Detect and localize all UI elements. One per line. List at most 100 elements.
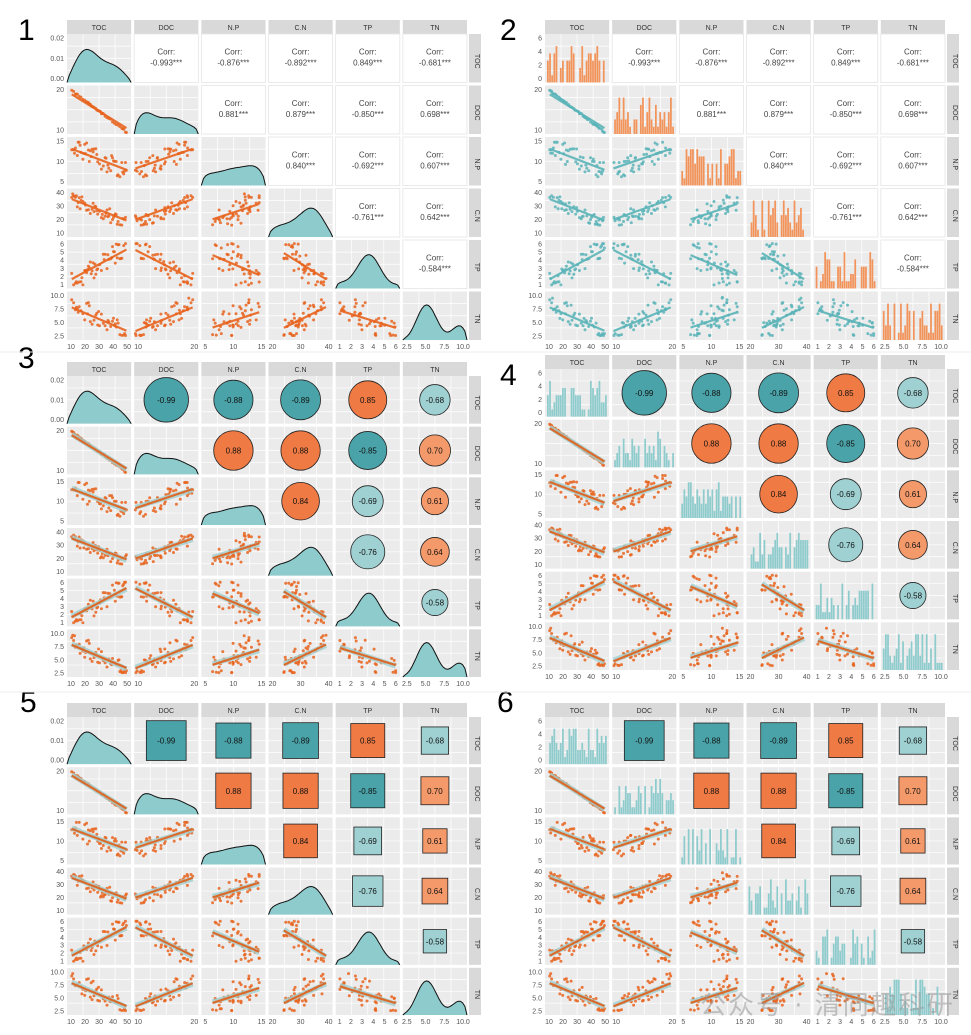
scatter-point xyxy=(663,154,667,157)
histogram-bar xyxy=(683,178,686,186)
density-line xyxy=(133,112,199,135)
scatter-point xyxy=(290,582,294,586)
x-tick-label: 10.0 xyxy=(456,344,470,351)
col-strip-N.P xyxy=(679,355,744,369)
scatter-point xyxy=(306,281,310,285)
scatter-point xyxy=(589,245,592,249)
y-tick-label: 1 xyxy=(60,282,64,289)
histogram-bar xyxy=(837,266,839,289)
scatter-point xyxy=(708,573,712,577)
histogram-bar xyxy=(797,532,800,569)
histogram-bar xyxy=(847,281,850,289)
histogram-bar xyxy=(750,554,753,569)
smooth-line xyxy=(339,309,396,329)
scatter-point xyxy=(765,243,769,247)
histogram-bar xyxy=(624,119,627,134)
col-strip-N.P xyxy=(679,20,744,34)
scatter-point xyxy=(183,535,187,539)
scatter-point xyxy=(246,320,250,324)
scatter-point xyxy=(72,301,76,305)
scatter-point xyxy=(378,324,382,328)
pairs-panel-1: 1 TOC DOC N.P C.N TP TNTOCDOCN.PC.NTPTN0.020.0… xyxy=(18,14,481,351)
scatter-point xyxy=(650,482,653,486)
x-tick-label: 10 xyxy=(612,674,620,681)
scatter-point xyxy=(214,582,218,586)
corr-value: 0.84 xyxy=(771,490,787,499)
scatter-point xyxy=(191,636,195,640)
scatter-point xyxy=(227,606,231,610)
scatter-point xyxy=(598,256,602,260)
scatter-point xyxy=(155,156,159,160)
cell-frame xyxy=(880,33,946,83)
scatter-point xyxy=(710,316,714,320)
scatter-point xyxy=(781,652,785,656)
corr-circle xyxy=(420,537,450,567)
corr-circle xyxy=(348,380,388,420)
scatter-point xyxy=(868,650,872,653)
scatter-point xyxy=(559,157,563,161)
cell-N.P-TP: -0.69 xyxy=(335,817,400,865)
scatter-point xyxy=(602,242,605,246)
scatter-point xyxy=(846,303,849,307)
scatter-point xyxy=(357,318,361,322)
scatter-point xyxy=(103,252,107,256)
x-tick-label: 2.5 xyxy=(880,674,890,681)
scatter-point xyxy=(841,631,845,635)
scatter-point xyxy=(667,194,671,198)
histogram-bar xyxy=(815,605,818,620)
scatter-point xyxy=(653,474,657,478)
y-tick-label: 10 xyxy=(56,159,64,166)
row-strip-label-TP: TP xyxy=(473,940,480,949)
row-strip-label-TP: TP xyxy=(473,601,480,610)
cell-N.P-TP: -0.69 xyxy=(335,477,400,525)
histogram-bar xyxy=(551,75,554,83)
scatter-point xyxy=(720,296,724,300)
scatter-point xyxy=(236,245,240,249)
histogram-bar xyxy=(583,75,586,83)
scatter-point xyxy=(559,490,563,494)
histogram-bar xyxy=(862,590,865,620)
corr-circle xyxy=(348,431,388,470)
scatter-point xyxy=(790,648,794,652)
scatter-point xyxy=(724,591,728,595)
scatter-point xyxy=(770,269,774,272)
scatter-point xyxy=(782,274,786,278)
scatter-point xyxy=(162,260,166,264)
corr-value: -0.761*** xyxy=(352,213,384,222)
scatter-point xyxy=(595,243,599,247)
scatter-point xyxy=(120,256,124,260)
scatter-point xyxy=(159,650,163,654)
scatter-point xyxy=(103,553,107,557)
scatter-point xyxy=(138,670,142,674)
scatter-point xyxy=(248,272,252,276)
scatter-point xyxy=(144,173,147,177)
corr-title: Corr: xyxy=(837,150,855,159)
scatter-point xyxy=(242,634,246,638)
scatter-point xyxy=(248,322,252,326)
smooth-line xyxy=(71,198,127,222)
cell-TOC-C.N: -0.89 xyxy=(268,717,333,765)
scatter-point xyxy=(861,316,865,320)
scatter-point xyxy=(226,253,230,257)
col-strip-label-TP: TP xyxy=(363,708,372,715)
histogram-bar xyxy=(832,281,835,289)
scatter-point xyxy=(866,662,870,666)
scatter-point xyxy=(650,149,653,153)
cell-TP-C.N xyxy=(746,571,811,620)
scatter-point xyxy=(292,316,296,320)
corr-value: -0.681*** xyxy=(897,58,929,67)
corr-value: -0.681*** xyxy=(419,58,451,67)
smooth-line xyxy=(71,147,127,171)
scatter-point xyxy=(564,631,568,635)
scatter-point xyxy=(111,657,114,660)
corr-circle xyxy=(758,372,799,414)
scatter-point xyxy=(219,669,223,673)
y-tick-label: 10 xyxy=(56,838,64,845)
scatter-point xyxy=(239,221,243,225)
scatter-point xyxy=(314,621,318,625)
row-strip-TN xyxy=(947,291,959,340)
scatter-point xyxy=(630,499,634,503)
scatter-point xyxy=(721,607,725,611)
scatter-point xyxy=(734,208,738,212)
cell-frame xyxy=(402,33,468,83)
